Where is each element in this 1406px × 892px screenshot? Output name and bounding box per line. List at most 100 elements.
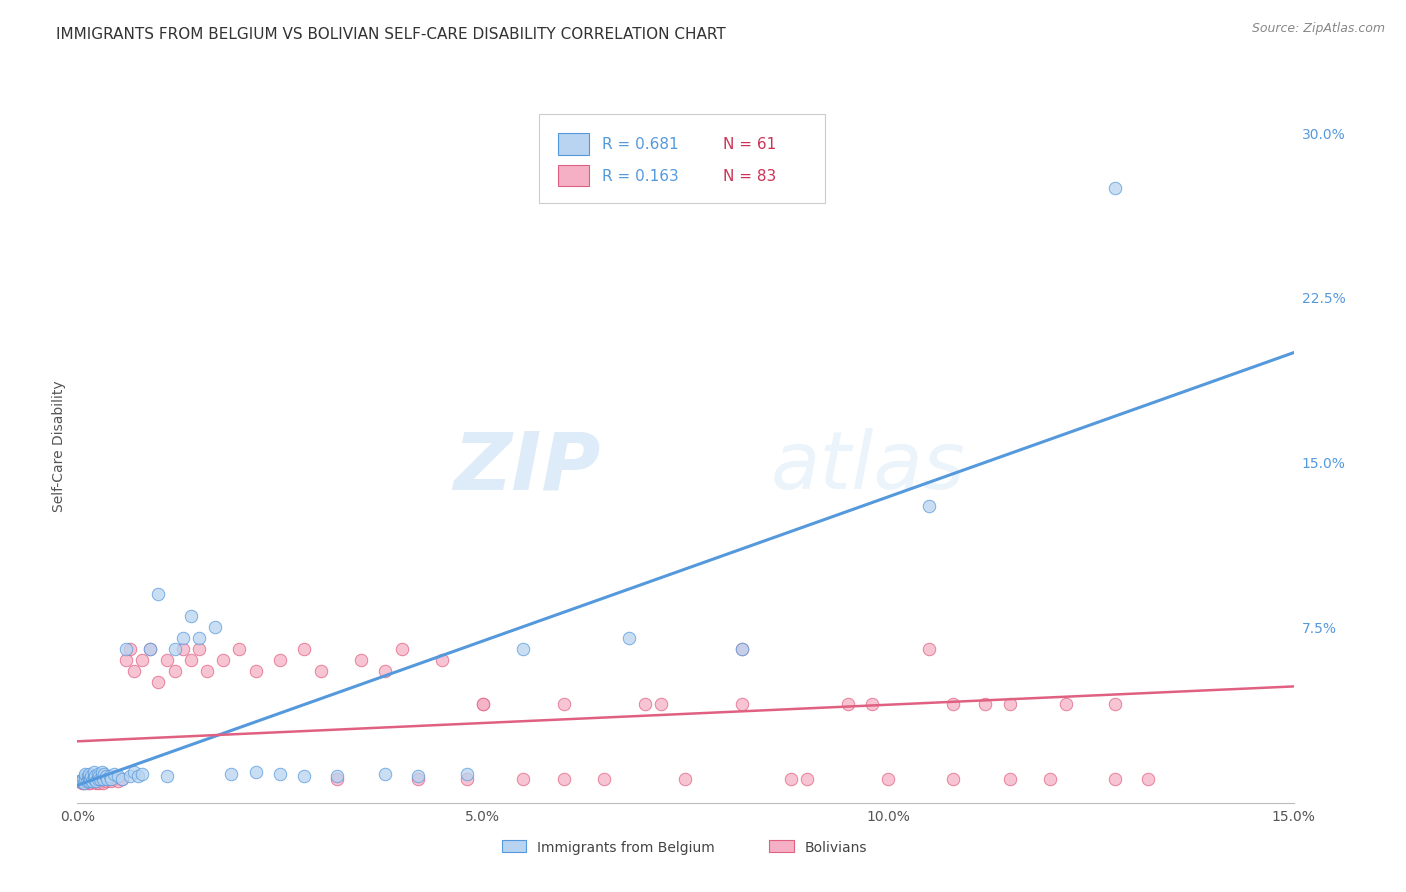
Point <box>75 772 97 786</box>
Point <box>471 697 494 711</box>
Point <box>204 620 226 634</box>
Text: N = 61: N = 61 <box>723 137 776 153</box>
Point <box>90 773 112 788</box>
Point <box>180 609 202 624</box>
Point <box>69 773 91 788</box>
Point <box>131 767 153 781</box>
Point <box>115 653 138 667</box>
Point <box>80 773 103 788</box>
Point <box>512 772 534 786</box>
Point <box>122 765 145 780</box>
Point <box>155 653 177 667</box>
Point <box>118 769 141 783</box>
Point <box>70 773 93 788</box>
Point <box>127 769 149 783</box>
FancyBboxPatch shape <box>558 134 589 155</box>
Point <box>406 769 429 783</box>
Point <box>83 773 105 788</box>
Point <box>96 772 118 786</box>
Point <box>90 765 112 780</box>
Point <box>188 642 211 657</box>
Point <box>1104 181 1126 195</box>
Point <box>91 776 114 790</box>
Point <box>79 767 101 781</box>
Point <box>83 765 105 780</box>
Point <box>83 772 105 786</box>
Point <box>86 772 108 786</box>
Point <box>430 653 453 667</box>
Point <box>456 767 478 781</box>
Point <box>89 776 111 790</box>
Point <box>79 776 101 790</box>
Point <box>617 631 640 645</box>
Point <box>942 772 965 786</box>
Point <box>79 773 101 788</box>
Point <box>73 772 96 786</box>
Point <box>796 772 818 786</box>
Point <box>228 642 250 657</box>
Point <box>107 773 129 788</box>
Point <box>163 664 186 678</box>
Point <box>70 773 93 788</box>
Point <box>634 697 657 711</box>
Point <box>326 769 349 783</box>
Point <box>75 772 97 786</box>
Point <box>998 697 1021 711</box>
Point <box>350 653 373 667</box>
Point <box>94 769 117 783</box>
Text: ZIP: ZIP <box>453 428 600 507</box>
Point <box>374 664 396 678</box>
Point <box>779 772 801 786</box>
Point <box>731 697 754 711</box>
Point <box>326 772 349 786</box>
Point <box>72 772 94 786</box>
Point <box>675 772 697 786</box>
Point <box>76 773 98 788</box>
Point <box>918 642 941 657</box>
Point <box>860 697 883 711</box>
Point <box>79 772 101 786</box>
Point <box>103 767 125 781</box>
Point <box>73 776 96 790</box>
Point <box>103 772 125 786</box>
Point <box>89 772 111 786</box>
Point <box>87 767 110 781</box>
Point <box>974 697 997 711</box>
Text: N = 83: N = 83 <box>723 169 776 184</box>
FancyBboxPatch shape <box>540 114 825 203</box>
Point <box>245 765 267 780</box>
Y-axis label: Self-Care Disability: Self-Care Disability <box>52 380 66 512</box>
FancyBboxPatch shape <box>502 839 526 852</box>
Point <box>292 642 315 657</box>
Point <box>75 767 97 781</box>
Point <box>139 642 162 657</box>
Point <box>172 631 194 645</box>
Point <box>391 642 413 657</box>
FancyBboxPatch shape <box>769 839 793 852</box>
Point <box>70 776 93 790</box>
Point <box>77 772 100 786</box>
Point <box>998 772 1021 786</box>
Point <box>90 769 112 783</box>
Point <box>100 772 122 786</box>
Point <box>188 631 211 645</box>
Point <box>245 664 267 678</box>
Point <box>91 772 114 786</box>
Point <box>98 772 121 786</box>
Point <box>115 642 138 657</box>
Point <box>72 773 94 788</box>
Text: Immigrants from Belgium: Immigrants from Belgium <box>537 841 714 855</box>
Point <box>148 587 170 601</box>
Point <box>942 697 965 711</box>
Point <box>83 769 105 783</box>
Point <box>84 776 107 790</box>
Point <box>80 769 103 783</box>
Point <box>76 776 98 790</box>
Text: R = 0.681: R = 0.681 <box>602 137 678 153</box>
Point <box>374 767 396 781</box>
Point <box>877 772 900 786</box>
Point <box>100 773 122 788</box>
Point <box>195 664 218 678</box>
Point <box>1056 697 1078 711</box>
Point <box>86 772 108 786</box>
